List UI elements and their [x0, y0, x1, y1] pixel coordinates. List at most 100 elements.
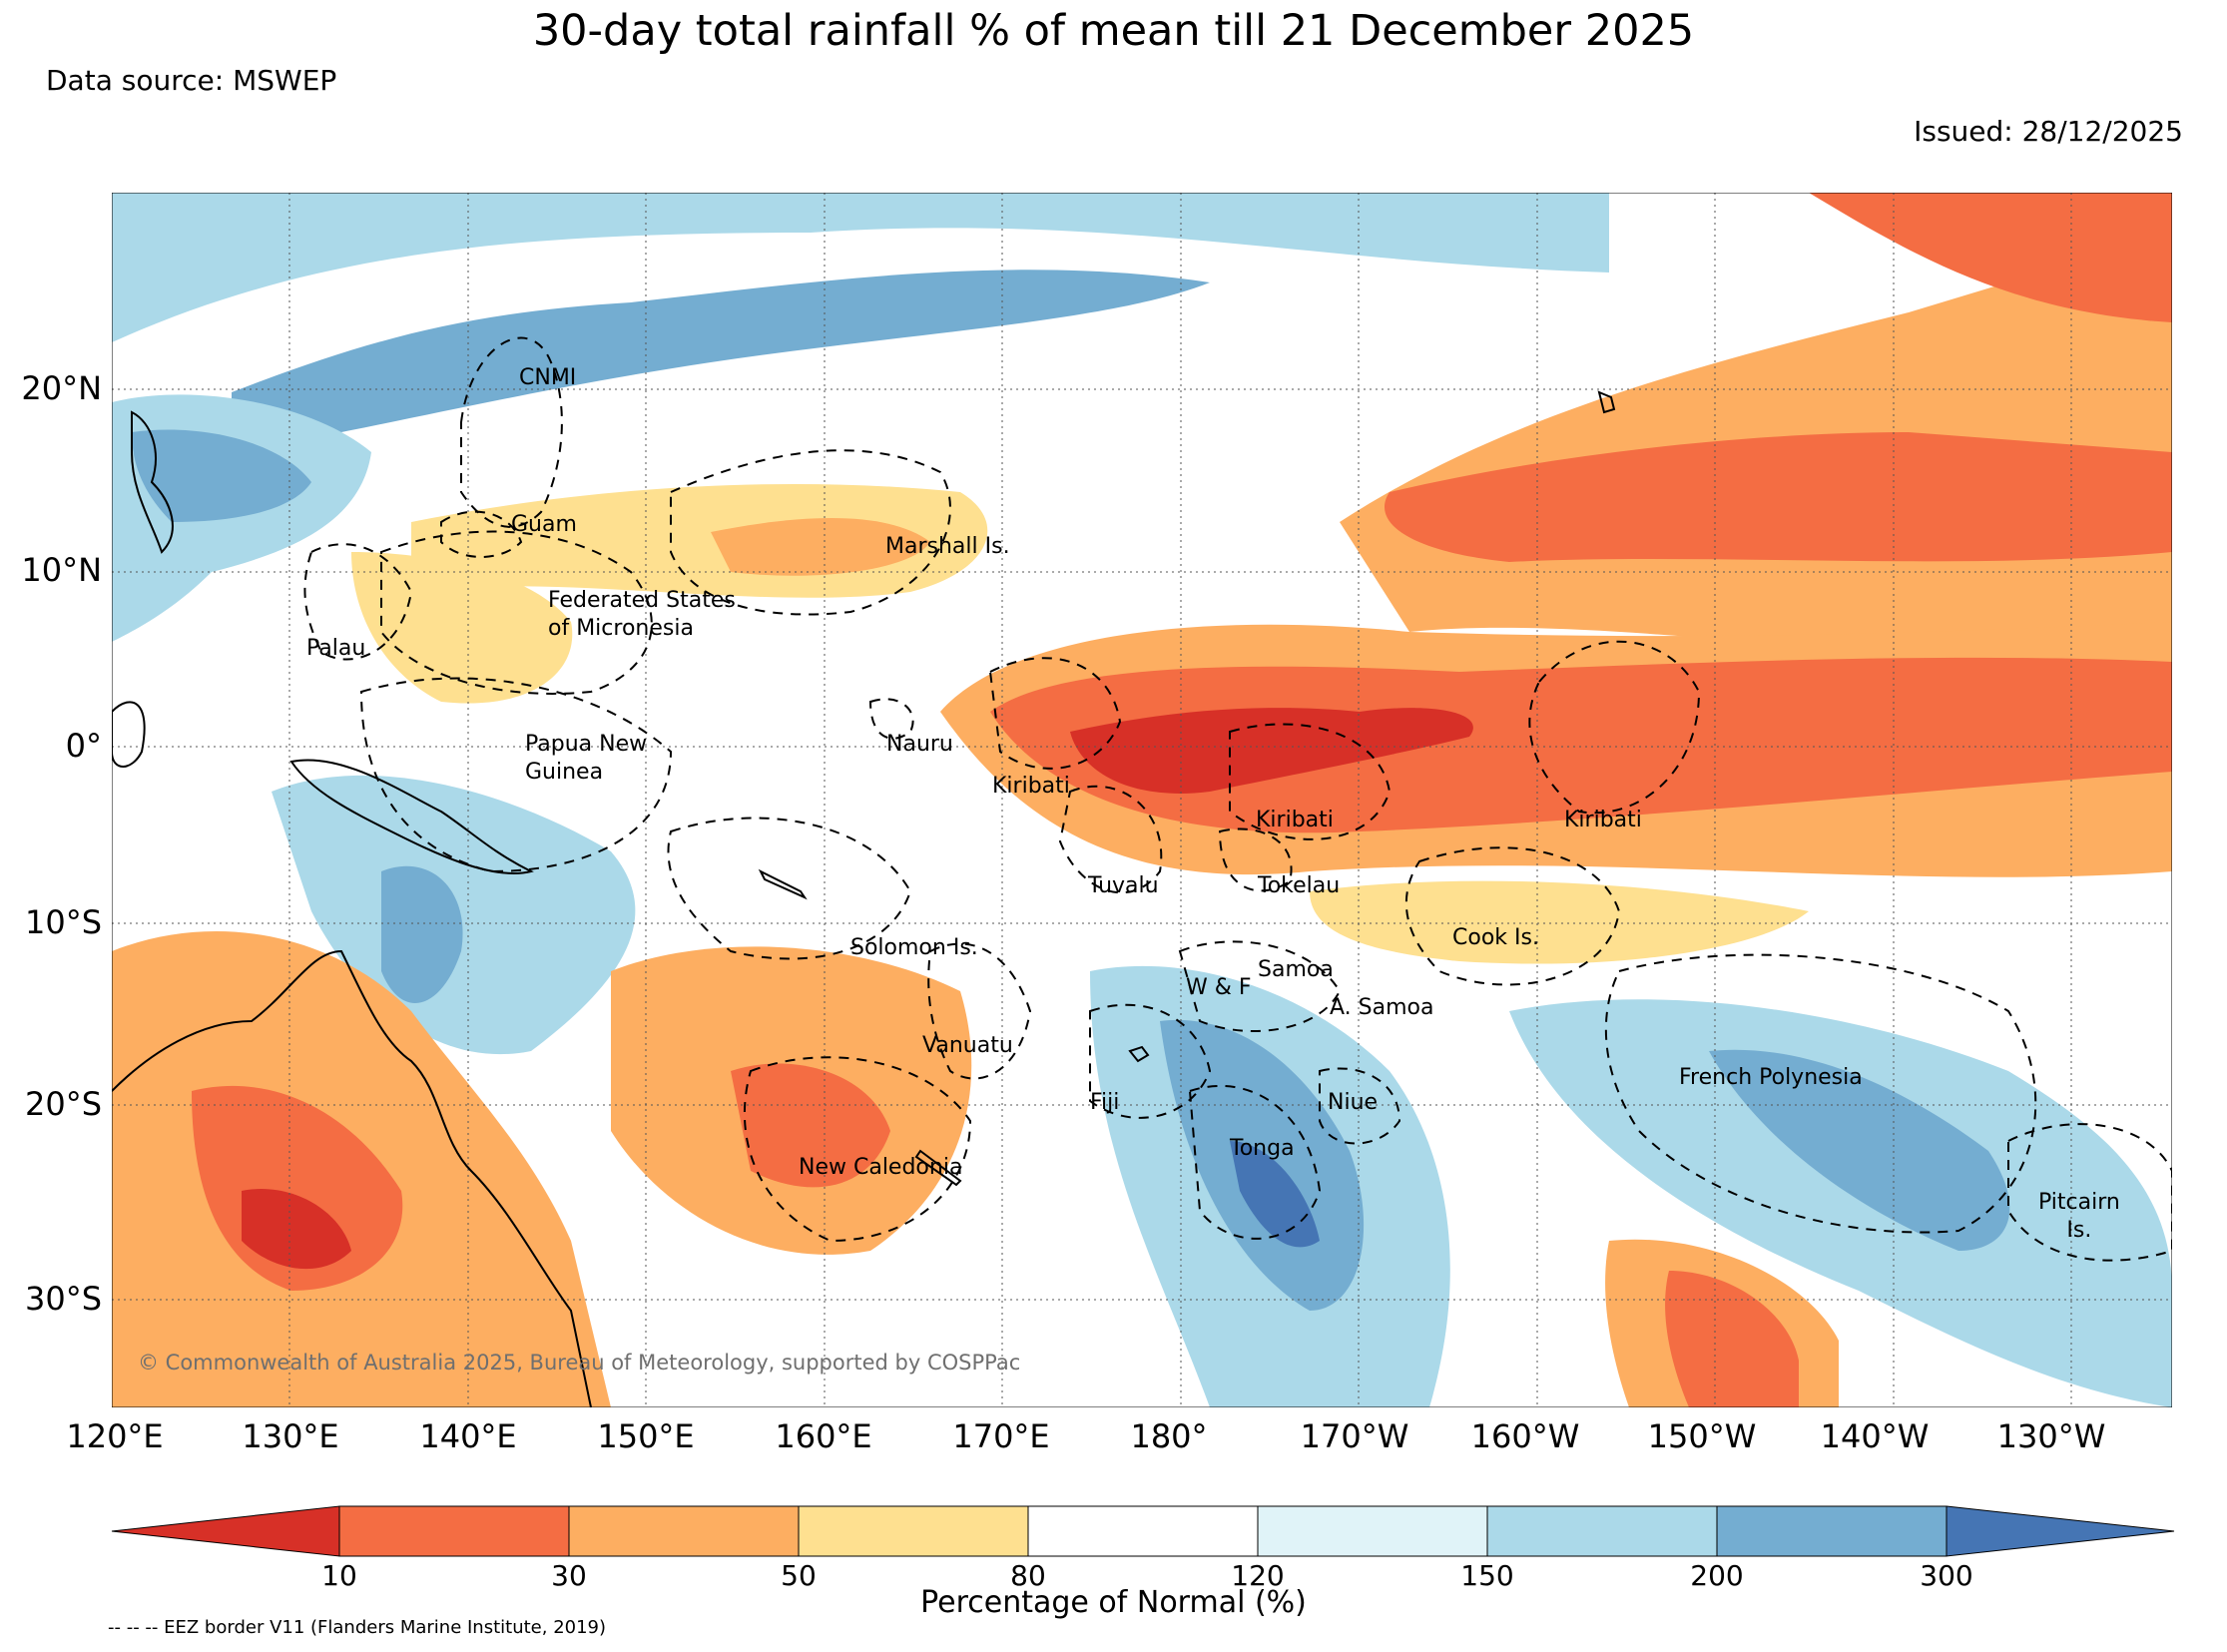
philippines-wet-core: [132, 429, 311, 522]
label-png: Papua New Guinea: [525, 732, 648, 785]
label-vanuatu: Vanuatu: [922, 1033, 1013, 1058]
eez-kiribati-c: [1229, 723, 1392, 840]
australia-driest: [242, 1189, 351, 1270]
lat-label-30s: 30°S: [24, 1280, 102, 1318]
label-wallis-futuna: W & F: [1186, 975, 1252, 1000]
colorbar-tick-300: 300: [1920, 1559, 1973, 1592]
borneo-coastline: [112, 701, 146, 768]
eez-kiribati-w: [988, 657, 1122, 770]
rainfall-map: [112, 193, 2172, 1407]
colorbar-extend-low: [111, 1505, 340, 1557]
label-marshall: Marshall Is.: [885, 534, 1010, 559]
se-pacific-dry-core: [1665, 1271, 1799, 1407]
label-american-samoa: A. Samoa: [1330, 995, 1434, 1020]
eez-solomon: [667, 817, 912, 960]
label-fsm: Federated States of Micronesia: [548, 588, 736, 641]
tonga-wettest: [1230, 1141, 1320, 1248]
ne-corner-dry: [1809, 193, 2172, 322]
png-coastline: [289, 759, 534, 874]
philippines-coastline: [131, 410, 174, 554]
map-title: 30-day total rainfall % of mean till 21 …: [532, 6, 1695, 56]
colorbar-tick-80: 80: [1010, 1559, 1046, 1592]
hawaii-coastline: [1597, 390, 1616, 414]
colorbar-bin-200-300: [1716, 1505, 1948, 1557]
label-kiribati-east: Kiribati: [1564, 808, 1642, 832]
label-fiji: Fiji: [1090, 1090, 1120, 1115]
coastlines: [112, 390, 1616, 1407]
eez-guam: [440, 510, 523, 558]
label-pitcairn: Pitcairn Is.: [2038, 1190, 2120, 1243]
colorbar-tick-30: 30: [551, 1559, 587, 1592]
label-tonga: Tonga: [1230, 1136, 1295, 1161]
eez-fiji: [1089, 1003, 1212, 1119]
eez-marshall: [670, 449, 951, 616]
lat-label-10s: 10°S: [24, 903, 102, 941]
lon-label-150w: 150°W: [1647, 1417, 1757, 1455]
lon-label-180: 180°: [1130, 1417, 1208, 1455]
label-new-caledonia: New Caledonia: [799, 1155, 963, 1180]
australia-coastline: [112, 949, 592, 1407]
colorbar-tick-150: 150: [1460, 1559, 1514, 1592]
colorbar-bin-10-30: [338, 1505, 570, 1557]
label-samoa: Samoa: [1258, 957, 1334, 982]
colorbar-tick-200: 200: [1690, 1559, 1744, 1592]
colorbar-bin-50-80: [798, 1505, 1029, 1557]
grid-lines: [112, 193, 2172, 1407]
label-guam: Guam: [511, 512, 577, 537]
lon-label-150e: 150°E: [597, 1417, 695, 1455]
lon-label-170e: 170°E: [952, 1417, 1050, 1455]
equatorial-dry-core: [990, 657, 2172, 833]
colorbar: [111, 1505, 2175, 1557]
eez-palau: [303, 543, 413, 661]
lon-label-140e: 140°E: [419, 1417, 517, 1455]
cook-moderate-dry: [1310, 880, 1809, 964]
eez-legend: -- -- -- EEZ border V11 (Flanders Marine…: [108, 1617, 607, 1638]
lat-label-0: 0°: [65, 727, 102, 765]
copyright: © Commonwealth of Australia 2025, Bureau…: [138, 1351, 1021, 1375]
lat-label-20s: 20°S: [24, 1085, 102, 1123]
equatorial-driest: [1070, 708, 1473, 794]
label-solomon: Solomon Is.: [850, 935, 978, 960]
colorbar-tick-10: 10: [321, 1559, 357, 1592]
eez-fsm: [380, 530, 653, 695]
fp-wet-core: [1709, 1049, 2010, 1251]
data-source: Data source: MSWEP: [46, 64, 337, 97]
north-wet-core: [232, 270, 1210, 452]
lon-label-160e: 160°E: [775, 1417, 872, 1455]
lon-label-170w: 170°W: [1300, 1417, 1409, 1455]
eez-vanuatu: [927, 942, 1032, 1080]
coral-sea-wet-core: [381, 865, 463, 1004]
lat-label-10n: 10°N: [21, 551, 102, 589]
eez-new-caledonia: [743, 1056, 972, 1243]
fsm-moderate-dry: [351, 552, 573, 704]
lat-label-20n: 20°N: [21, 369, 102, 407]
eez-borders: [303, 336, 2172, 1262]
lon-label-130w: 130°W: [1996, 1417, 2106, 1455]
north-wet-band: [112, 193, 1609, 342]
lon-label-130e: 130°E: [242, 1417, 339, 1455]
eez-tuvalu: [1058, 785, 1163, 894]
fp-wet-band: [1509, 999, 2172, 1407]
ne-pacific-dry-core: [1385, 432, 2172, 562]
eez-tonga: [1188, 1085, 1322, 1240]
colorbar-tick-120: 120: [1231, 1559, 1285, 1592]
label-cook: Cook Is.: [1452, 925, 1539, 950]
label-tuvalu: Tuvalu: [1088, 873, 1159, 898]
colorbar-bin-30-50: [568, 1505, 800, 1557]
nc-coastline: [914, 1149, 962, 1187]
colorbar-bin-120-150: [1257, 1505, 1488, 1557]
colorbar-bin-80-120: [1027, 1505, 1259, 1557]
label-nauru: Nauru: [886, 732, 953, 757]
colorbar-extend-high: [1946, 1505, 2175, 1557]
colorbar-title: Percentage of Normal (%): [920, 1585, 1307, 1620]
label-palau: Palau: [306, 636, 366, 661]
solomon-coastline: [758, 868, 808, 900]
eez-kiribati-e: [1528, 640, 1701, 815]
eez-pitcairn: [2007, 1123, 2172, 1262]
colorbar-tick-50: 50: [781, 1559, 817, 1592]
eez-png: [359, 677, 673, 873]
marshall-dry-core: [711, 518, 930, 576]
nc-dry-core: [731, 1063, 890, 1188]
eez-fp: [1604, 953, 2037, 1234]
eez-nauru: [868, 698, 914, 740]
